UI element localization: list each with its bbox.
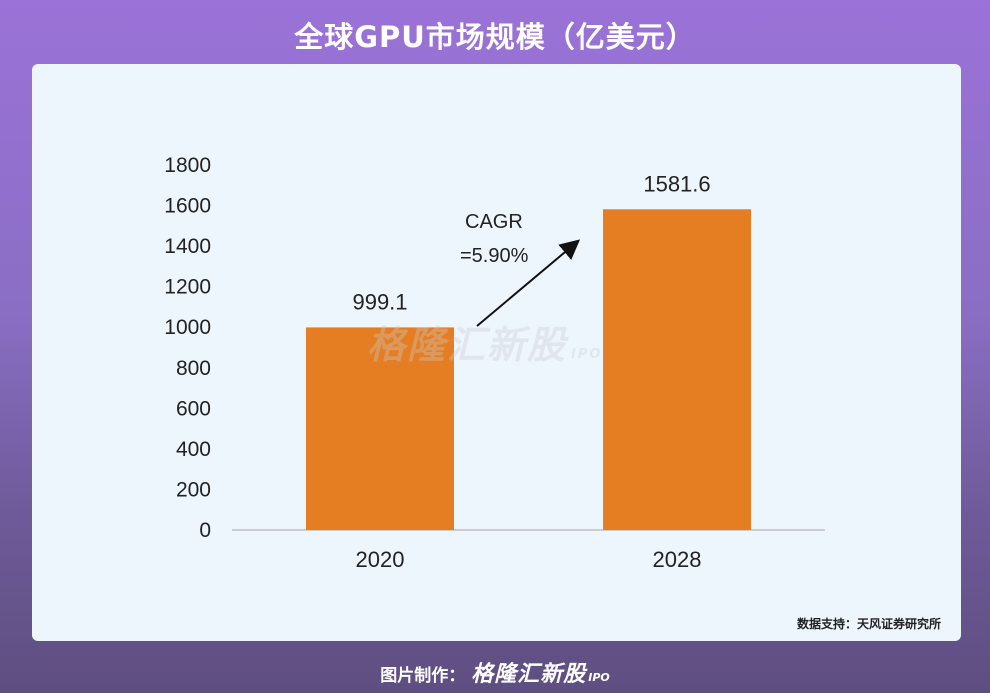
y-tick-label: 800 [176, 357, 211, 380]
footer-logo: 格隆汇新股 [471, 662, 587, 687]
x-tick-label: 2020 [356, 547, 405, 572]
footer-label: 图片制作： [380, 666, 466, 686]
y-tick-label: 1400 [164, 235, 211, 258]
y-tick-label: 1600 [164, 195, 211, 218]
y-tick-label: 0 [199, 519, 211, 542]
data-source: 数据支持：天风证券研究所 [796, 617, 941, 631]
cagr-value: =5.90% [460, 245, 529, 267]
cagr-arrow [476, 239, 581, 327]
y-tick-label: 200 [176, 478, 211, 501]
data-label: 999.1 [352, 289, 407, 314]
y-tick-label: 1000 [164, 316, 211, 339]
bar [306, 327, 454, 530]
y-tick-label: 1200 [164, 276, 211, 299]
y-tick-label: 1800 [164, 154, 211, 177]
data-label: 1581.6 [643, 171, 710, 196]
chart-title: 全球GPU市场规模（亿美元） [294, 20, 696, 54]
bar [603, 209, 751, 530]
cagr-label: CAGR [465, 211, 523, 233]
x-tick-label: 2028 [653, 547, 702, 572]
footer: 图片制作： 格隆汇新股 IPO [0, 656, 990, 688]
chart-panel: 0 200 400 600 800 1000 1200 1400 1600 1800 999.1 20… [32, 64, 961, 641]
y-tick-label: 400 [176, 438, 211, 461]
bar-chart: 0 200 400 600 800 1000 1200 1400 1600 1800 999.1 20… [164, 154, 825, 572]
y-tick-label: 600 [176, 397, 211, 420]
footer-ipo: IPO [588, 671, 610, 684]
